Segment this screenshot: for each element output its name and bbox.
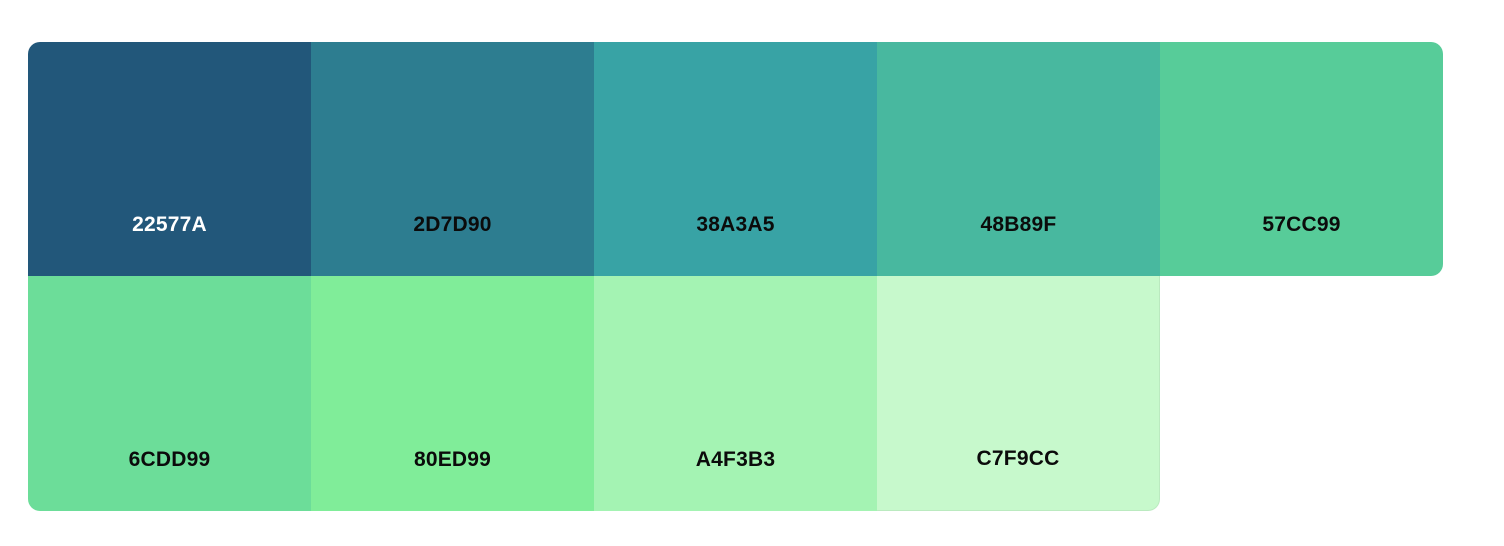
hex-label: 22577A (132, 213, 207, 236)
color-swatch-5[interactable]: 57CC99 (1160, 42, 1443, 276)
hex-label: 80ED99 (413, 448, 492, 471)
color-swatch-4[interactable]: 48B89F (877, 42, 1160, 276)
hex-label: 6CDD99 (128, 448, 211, 471)
hex-label: 48B89F (980, 213, 1057, 236)
hex-label: C7F9CC (976, 447, 1060, 470)
hex-label: A4F3B3 (695, 448, 776, 471)
color-palette: 22577A 2D7D90 38A3A5 48B89F 57CC99 6CDD9… (28, 42, 1443, 511)
color-swatch-6[interactable]: 6CDD99 (28, 276, 311, 511)
color-swatch-8[interactable]: A4F3B3 (594, 276, 877, 511)
hex-label: 38A3A5 (696, 213, 775, 236)
color-swatch-7[interactable]: 80ED99 (311, 276, 594, 511)
color-swatch-1[interactable]: 22577A (28, 42, 311, 276)
color-swatch-9[interactable]: C7F9CC (877, 276, 1160, 511)
hex-label: 57CC99 (1262, 213, 1341, 236)
color-swatch-3[interactable]: 38A3A5 (594, 42, 877, 276)
hex-label: 2D7D90 (413, 213, 492, 236)
color-swatch-2[interactable]: 2D7D90 (311, 42, 594, 276)
